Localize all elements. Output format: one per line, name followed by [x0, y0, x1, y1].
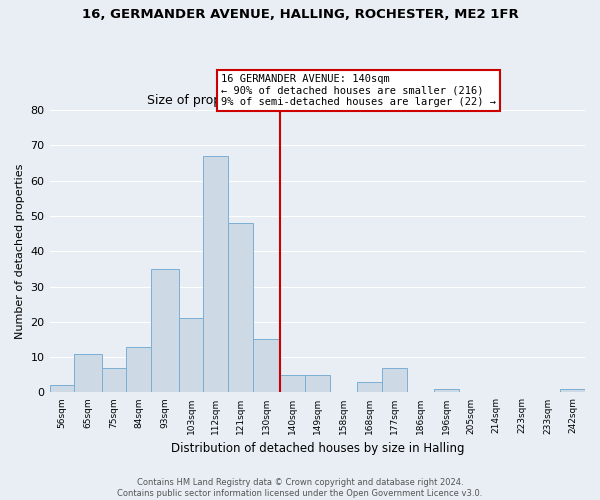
Bar: [127, 346, 151, 393]
Bar: [357, 382, 382, 392]
Bar: [203, 156, 228, 392]
Bar: [74, 354, 102, 393]
Bar: [560, 389, 585, 392]
Bar: [253, 340, 280, 392]
Bar: [382, 368, 407, 392]
Title: Size of property relative to detached houses in Halling: Size of property relative to detached ho…: [147, 94, 488, 108]
Text: 16 GERMANDER AVENUE: 140sqm
← 90% of detached houses are smaller (216)
9% of sem: 16 GERMANDER AVENUE: 140sqm ← 90% of det…: [221, 74, 496, 107]
Text: Contains HM Land Registry data © Crown copyright and database right 2024.
Contai: Contains HM Land Registry data © Crown c…: [118, 478, 482, 498]
Text: 16, GERMANDER AVENUE, HALLING, ROCHESTER, ME2 1FR: 16, GERMANDER AVENUE, HALLING, ROCHESTER…: [82, 8, 518, 20]
Bar: [434, 389, 458, 392]
Bar: [305, 375, 329, 392]
Bar: [151, 269, 179, 392]
Bar: [102, 368, 127, 392]
Bar: [280, 375, 305, 392]
Y-axis label: Number of detached properties: Number of detached properties: [15, 164, 25, 339]
Bar: [179, 318, 203, 392]
X-axis label: Distribution of detached houses by size in Halling: Distribution of detached houses by size …: [170, 442, 464, 455]
Bar: [228, 223, 253, 392]
Bar: [50, 386, 74, 392]
